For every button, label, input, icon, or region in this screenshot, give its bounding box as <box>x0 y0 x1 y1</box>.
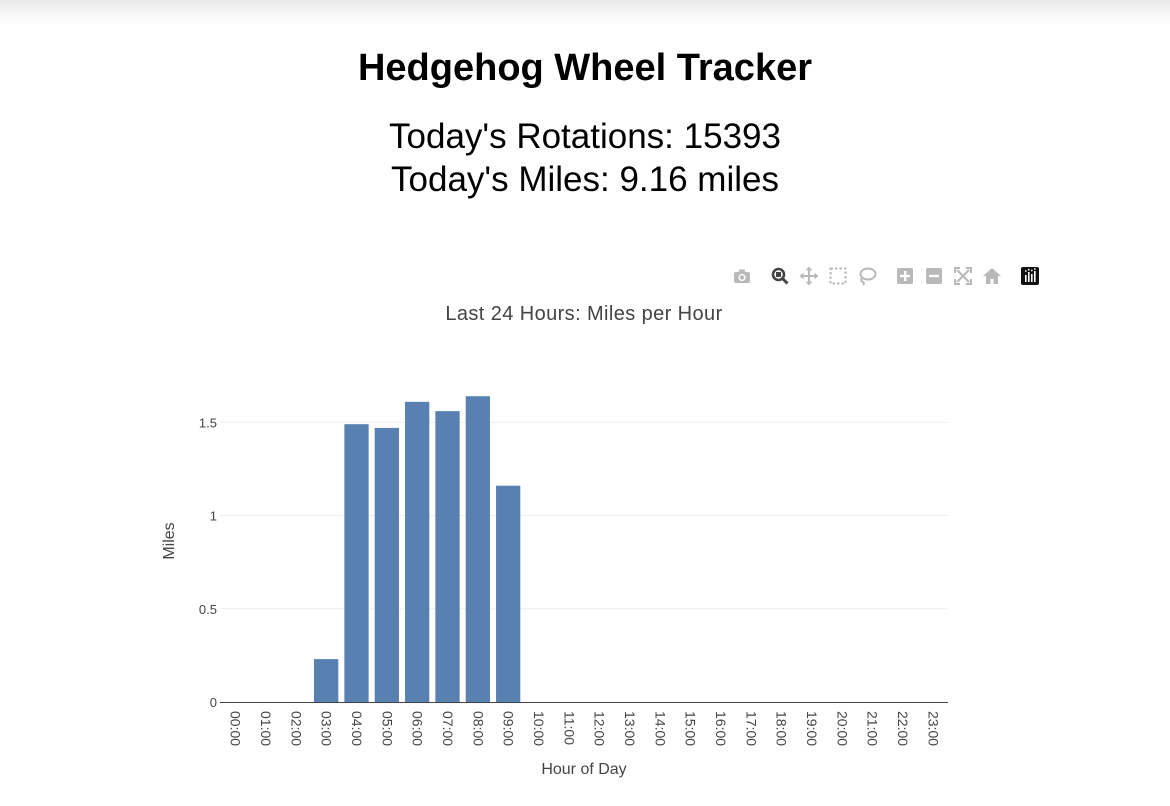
x-tick-label: 17:00 <box>743 711 759 746</box>
x-tick-label: 18:00 <box>774 711 790 746</box>
x-tick-label: 03:00 <box>319 711 335 746</box>
x-tick-label: 14:00 <box>652 711 668 746</box>
top-shadow <box>0 0 1170 26</box>
chart-modebar <box>730 264 1050 290</box>
x-tick-label: 22:00 <box>895 711 911 746</box>
x-tick-label: 19:00 <box>804 711 820 746</box>
bar[interactable] <box>405 401 430 702</box>
x-tick-label: 11:00 <box>561 711 577 745</box>
rotations-value: 15393 <box>683 117 781 156</box>
miles-label: Today's Miles: <box>391 160 610 199</box>
chart-title: Last 24 Hours: Miles per Hour <box>445 303 722 325</box>
pan-icon[interactable] <box>797 264 821 288</box>
x-tick-label: 15:00 <box>683 711 699 746</box>
x-tick-label: 10:00 <box>531 711 547 746</box>
miles-line: Today's Miles: 9.16 miles <box>0 158 1170 201</box>
bar[interactable] <box>374 427 399 702</box>
x-tick-label: 21:00 <box>865 711 881 746</box>
x-tick-label: 09:00 <box>501 711 517 746</box>
autoscale-icon[interactable] <box>951 264 975 288</box>
grid-lines <box>220 421 948 610</box>
x-tick-label: 12:00 <box>592 711 608 746</box>
rotations-label: Today's Rotations: <box>389 117 674 156</box>
zoom-in-icon[interactable] <box>893 264 917 288</box>
page-title: Hedgehog Wheel Tracker <box>357 47 812 89</box>
plotly-logo-icon[interactable] <box>1018 264 1042 288</box>
x-axis-title: Hour of Day <box>541 761 626 778</box>
x-tick-label: 07:00 <box>440 711 456 746</box>
y-tick-labels: 0 0.5 1 1.5 <box>199 415 217 710</box>
rotations-line: Today's Rotations: 15393 <box>0 115 1170 158</box>
x-tick-label: 05:00 <box>379 711 395 746</box>
box-select-icon[interactable] <box>826 264 850 288</box>
y-tick-label: 0 <box>210 695 217 710</box>
x-tick-label: 04:00 <box>349 711 365 746</box>
bar[interactable] <box>314 659 339 702</box>
lasso-select-icon[interactable] <box>855 264 879 288</box>
bar[interactable] <box>344 424 369 702</box>
zoom-out-icon[interactable] <box>922 264 946 288</box>
miles-value: 9.16 miles <box>619 160 779 199</box>
x-tick-label: 16:00 <box>713 711 729 746</box>
x-tick-label: 02:00 <box>288 711 304 746</box>
camera-icon[interactable] <box>730 264 754 288</box>
x-tick-label: 00:00 <box>228 711 244 746</box>
stats-block: Today's Rotations: 15393 Today's Miles: … <box>0 115 1170 201</box>
x-tick-label: 23:00 <box>925 711 941 746</box>
x-tick-label: 06:00 <box>410 711 426 746</box>
x-tick-label: 20:00 <box>834 711 850 746</box>
bar[interactable] <box>435 411 460 702</box>
bar[interactable] <box>496 485 521 702</box>
zoom-icon[interactable] <box>768 264 792 288</box>
reset-axes-icon[interactable] <box>980 264 1004 288</box>
y-tick-label: 1 <box>210 509 217 524</box>
x-tick-labels: 00:00 01:00 02:00 03:00 04:00 05:00 06:00 07:00… <box>228 711 942 746</box>
x-tick-label: 13:00 <box>622 711 638 746</box>
y-tick-label: 1.5 <box>199 415 217 430</box>
bars <box>314 396 521 702</box>
y-tick-label: 0.5 <box>199 602 217 617</box>
bar[interactable] <box>465 396 490 702</box>
y-axis-title: Miles <box>161 522 178 559</box>
x-tick-label: 01:00 <box>258 711 274 746</box>
x-tick-label: 08:00 <box>470 711 486 746</box>
